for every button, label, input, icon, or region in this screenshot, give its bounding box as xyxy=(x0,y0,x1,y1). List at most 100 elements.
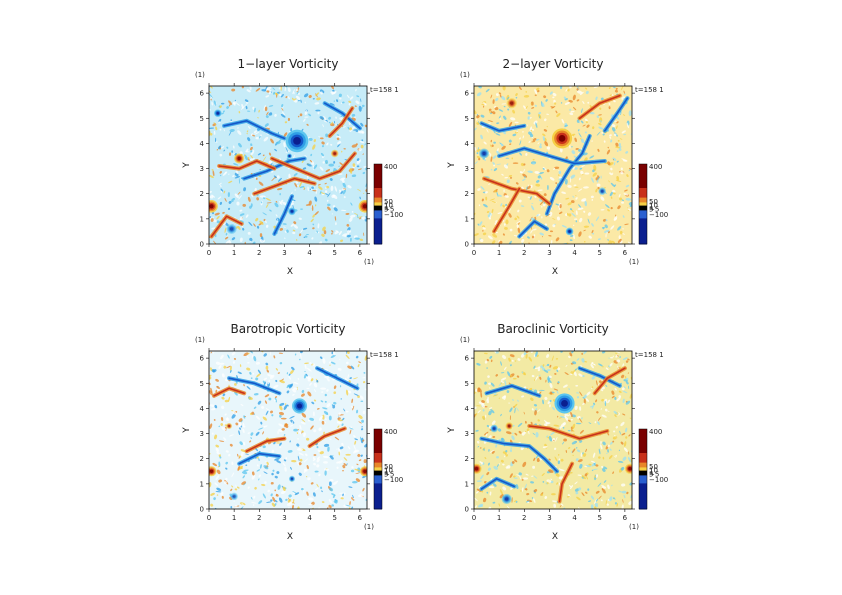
field-speckle xyxy=(286,229,289,233)
field-speckle xyxy=(360,400,364,402)
field-speckle xyxy=(353,435,356,438)
field-speckle xyxy=(225,378,228,382)
field-speckle xyxy=(330,185,334,192)
colorbar-label: 5 xyxy=(384,470,388,478)
field-speckle xyxy=(259,233,263,238)
field-speckle xyxy=(616,150,619,152)
field-speckle xyxy=(602,468,606,472)
field-speckle xyxy=(326,199,329,202)
field-speckle xyxy=(212,216,214,218)
field-speckle xyxy=(474,505,478,509)
field-speckle xyxy=(477,409,481,414)
field-speckle xyxy=(619,430,621,435)
field-speckle xyxy=(277,372,281,374)
field-speckle xyxy=(238,142,242,148)
field-speckle xyxy=(578,132,582,138)
field-speckle xyxy=(263,471,268,474)
field-speckle xyxy=(536,354,539,357)
field-speckle xyxy=(586,124,590,128)
field-speckle xyxy=(592,126,595,130)
field-speckle xyxy=(500,413,502,417)
field-speckle xyxy=(263,218,266,221)
field-speckle xyxy=(492,501,496,504)
field-speckle xyxy=(240,449,246,453)
field-speckle xyxy=(483,141,487,145)
field-speckle xyxy=(539,389,545,391)
field-speckle xyxy=(361,107,363,109)
field-speckle xyxy=(548,435,553,442)
field-speckle xyxy=(316,456,321,460)
field-speckle xyxy=(216,487,222,491)
field-speckle xyxy=(509,354,515,358)
field-speckle xyxy=(610,182,615,188)
field-speckle xyxy=(351,466,354,469)
field-speckle xyxy=(241,86,245,89)
field-speckle xyxy=(221,112,225,115)
y-tick-label: 2 xyxy=(200,455,204,463)
field-speckle xyxy=(266,501,272,504)
field-speckle xyxy=(254,131,260,135)
field-speckle xyxy=(509,407,513,413)
field-speckle xyxy=(287,117,291,122)
field-speckle xyxy=(346,361,349,365)
field-speckle xyxy=(576,358,580,361)
field-speckle xyxy=(352,497,355,500)
field-speckle xyxy=(306,123,309,126)
field-speckle xyxy=(620,171,624,175)
field-speckle xyxy=(243,352,249,357)
field-speckle xyxy=(250,377,253,379)
field-speckle xyxy=(259,464,262,469)
field-speckle xyxy=(304,370,306,373)
field-speckle xyxy=(529,196,532,200)
field-speckle xyxy=(324,470,327,476)
field-speckle xyxy=(326,185,330,189)
field-speckle xyxy=(336,137,340,141)
field-speckle xyxy=(618,193,621,198)
field-speckle xyxy=(246,133,249,135)
field-speckle xyxy=(554,166,560,170)
field-speckle xyxy=(322,124,324,128)
field-speckle xyxy=(209,423,213,429)
vorticity-panel: Baroclinic Vorticity(1)t=158 10 1 2 3 4 5 6012… xyxy=(447,322,668,542)
field-speckle xyxy=(299,113,303,117)
field-speckle xyxy=(488,108,492,112)
field-speckle xyxy=(343,457,348,461)
field-speckle xyxy=(579,406,582,411)
field-speckle xyxy=(601,351,606,354)
field-speckle xyxy=(272,87,276,91)
field-speckle xyxy=(214,137,217,143)
field-speckle xyxy=(621,504,624,509)
field-speckle xyxy=(600,485,604,487)
field-speckle xyxy=(250,146,253,151)
field-speckle xyxy=(352,480,358,484)
positive-filament-core xyxy=(493,187,521,233)
field-speckle xyxy=(258,427,264,430)
field-speckle xyxy=(343,148,346,150)
field-speckle xyxy=(210,86,213,89)
field-speckle xyxy=(605,500,607,506)
field-speckle xyxy=(604,186,606,189)
field-speckle xyxy=(607,410,610,412)
field-speckle xyxy=(349,501,351,505)
field-speckle xyxy=(548,148,550,151)
field-speckle xyxy=(314,196,318,202)
field-speckle xyxy=(225,477,228,481)
colorbar-label: 1 xyxy=(384,203,388,211)
field-speckle xyxy=(323,230,327,235)
field-speckle xyxy=(532,465,536,469)
field-speckle xyxy=(250,194,254,198)
field-speckle xyxy=(238,178,240,184)
field-speckle xyxy=(230,488,233,492)
field-speckle xyxy=(542,364,545,367)
field-speckle xyxy=(238,418,243,422)
field-speckle xyxy=(236,103,240,106)
field-speckle xyxy=(340,190,343,195)
field-speckle xyxy=(339,358,341,360)
field-speckle xyxy=(532,432,536,435)
field-speckle xyxy=(344,377,348,381)
field-speckle xyxy=(522,130,524,133)
field-speckle xyxy=(542,136,546,142)
panel-title: Barotropic Vorticity xyxy=(230,322,345,336)
field-speckle xyxy=(608,106,611,110)
field-speckle xyxy=(236,201,240,206)
